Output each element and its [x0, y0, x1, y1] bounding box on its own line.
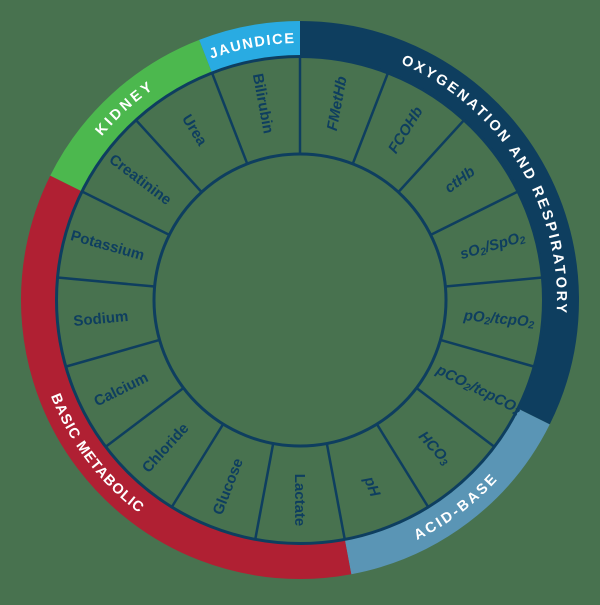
segment-label-po2-tcpo2: pO2/tcpO2	[462, 307, 535, 332]
category-arc-oxygenation-and-respiratory	[299, 21, 579, 425]
segment-divider	[81, 190, 170, 237]
segment-label-calcium: Calcium	[91, 369, 151, 410]
segment-divider	[57, 276, 155, 288]
segment-divider	[210, 72, 249, 165]
segment-divider	[415, 386, 496, 448]
segment-label-cthb: ctHb	[441, 163, 478, 197]
category-arc-acid-base	[344, 408, 550, 575]
segment-grid-lines	[55, 55, 545, 545]
category-band-arcs	[21, 21, 579, 579]
segment-divider	[440, 338, 535, 368]
category-arc-basic-metabolic	[21, 175, 352, 579]
segment-label-fcohb: FCOHb	[384, 104, 426, 157]
segment-divider	[254, 443, 275, 540]
segment-divider	[325, 443, 346, 540]
segment-divider	[65, 338, 160, 368]
category-arc-kidney	[50, 39, 213, 192]
segment-label-ph: pH	[360, 473, 384, 500]
segment-label-fmethb: FMetHb	[323, 75, 350, 132]
segment-divider	[104, 386, 185, 448]
segment-label-lactate: Lactate	[292, 474, 309, 527]
category-label-acid-base: ACID-BASE	[411, 470, 501, 544]
segment-divider	[351, 72, 390, 165]
segment-label-hco3: HCO3	[414, 428, 454, 470]
inner-hub-circle	[152, 152, 448, 448]
segment-divider	[430, 190, 519, 237]
segment-label-chloride: Chloride	[138, 420, 192, 476]
segment-label-so2-spo2: sO2/SpO2	[458, 228, 527, 264]
segment-labels: FMetHb FCOHbctHbsO2/SpO2pO2/tcpO2pCO2/tcp…	[69, 72, 535, 527]
segment-divider	[135, 119, 203, 193]
segment-label-urea: Urea	[179, 111, 211, 149]
segment-divider	[170, 423, 225, 508]
segment-divider	[445, 276, 543, 288]
segment-label-creatinine: Creatinine	[106, 151, 175, 209]
segment-label-bilirubin: Bilirubin	[249, 72, 277, 135]
segment-divider	[375, 423, 430, 508]
segment-label-sodium: Sodium	[73, 307, 129, 329]
segment-label-glucose: Glucose	[209, 456, 246, 517]
segment-label-potassium: Potassium	[69, 227, 147, 264]
category-arc-jaundice	[199, 21, 301, 74]
segment-divider	[397, 119, 465, 193]
